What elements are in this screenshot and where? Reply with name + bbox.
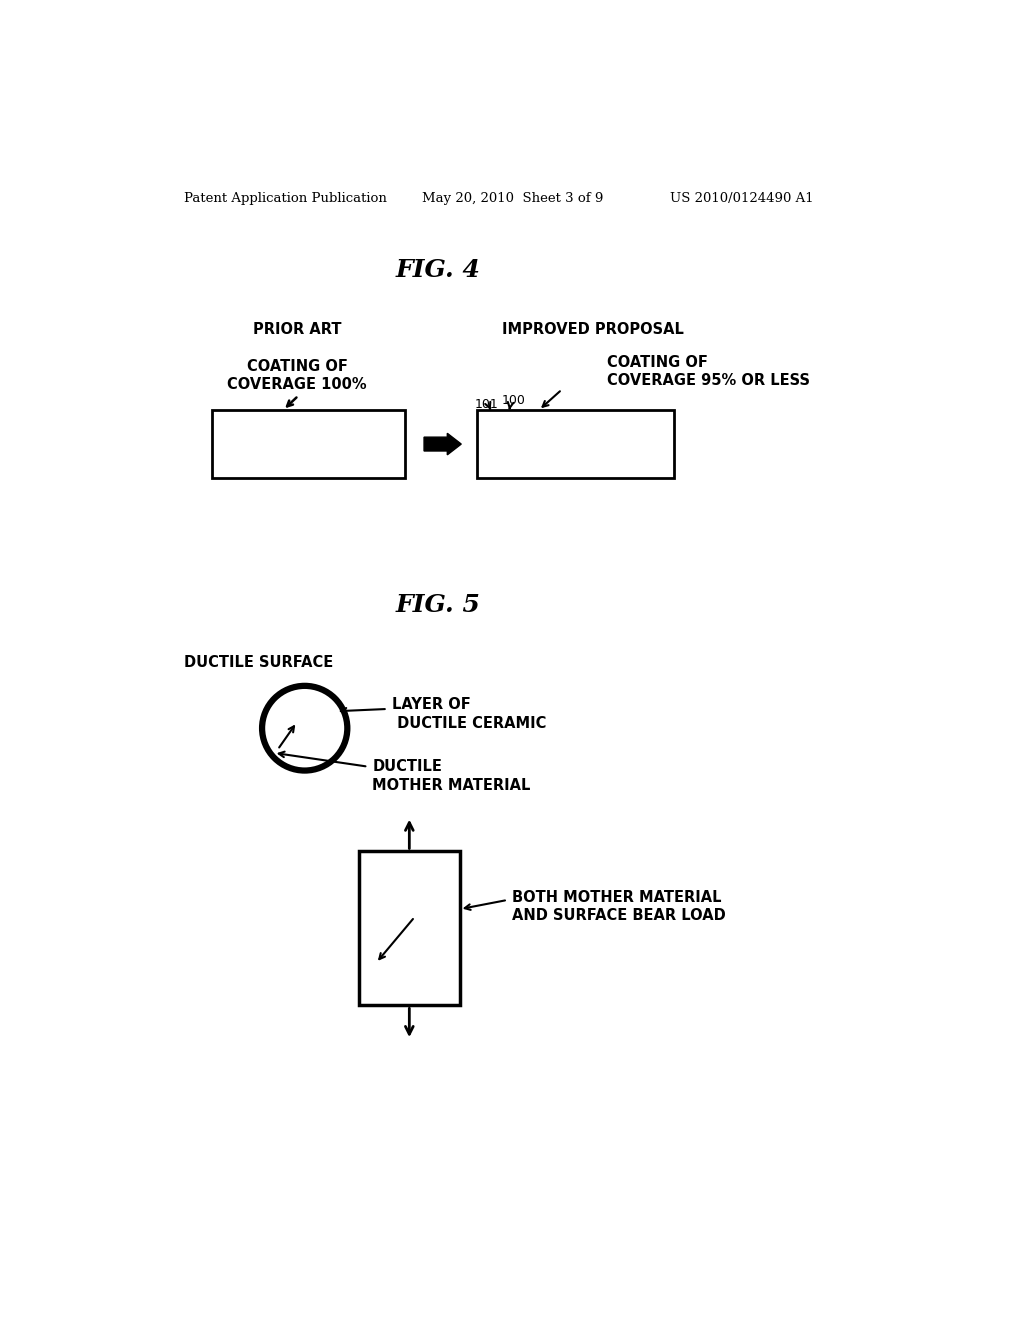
Text: LAYER OF
 DUCTILE CERAMIC: LAYER OF DUCTILE CERAMIC — [391, 697, 546, 731]
Text: 101: 101 — [474, 399, 498, 412]
Text: Patent Application Publication: Patent Application Publication — [183, 191, 387, 205]
Text: DUCTILE
MOTHER MATERIAL: DUCTILE MOTHER MATERIAL — [372, 759, 530, 792]
Text: May 20, 2010  Sheet 3 of 9: May 20, 2010 Sheet 3 of 9 — [423, 191, 604, 205]
Text: 100: 100 — [501, 395, 525, 408]
Text: COATING OF
COVERAGE 100%: COATING OF COVERAGE 100% — [227, 359, 367, 392]
Text: US 2010/0124490 A1: US 2010/0124490 A1 — [671, 191, 814, 205]
FancyArrow shape — [424, 433, 461, 455]
Text: DUCTILE SURFACE: DUCTILE SURFACE — [183, 655, 333, 671]
Text: COATING OF
COVERAGE 95% OR LESS: COATING OF COVERAGE 95% OR LESS — [607, 355, 810, 388]
Text: FIG. 5: FIG. 5 — [395, 593, 480, 616]
Text: PRIOR ART: PRIOR ART — [253, 322, 341, 337]
Bar — [212, 411, 406, 478]
Bar — [359, 851, 460, 1006]
Text: BOTH MOTHER MATERIAL
AND SURFACE BEAR LOAD: BOTH MOTHER MATERIAL AND SURFACE BEAR LO… — [512, 890, 725, 924]
Text: FIG. 4: FIG. 4 — [395, 257, 480, 282]
Bar — [477, 411, 675, 478]
Text: IMPROVED PROPOSAL: IMPROVED PROPOSAL — [502, 322, 684, 337]
